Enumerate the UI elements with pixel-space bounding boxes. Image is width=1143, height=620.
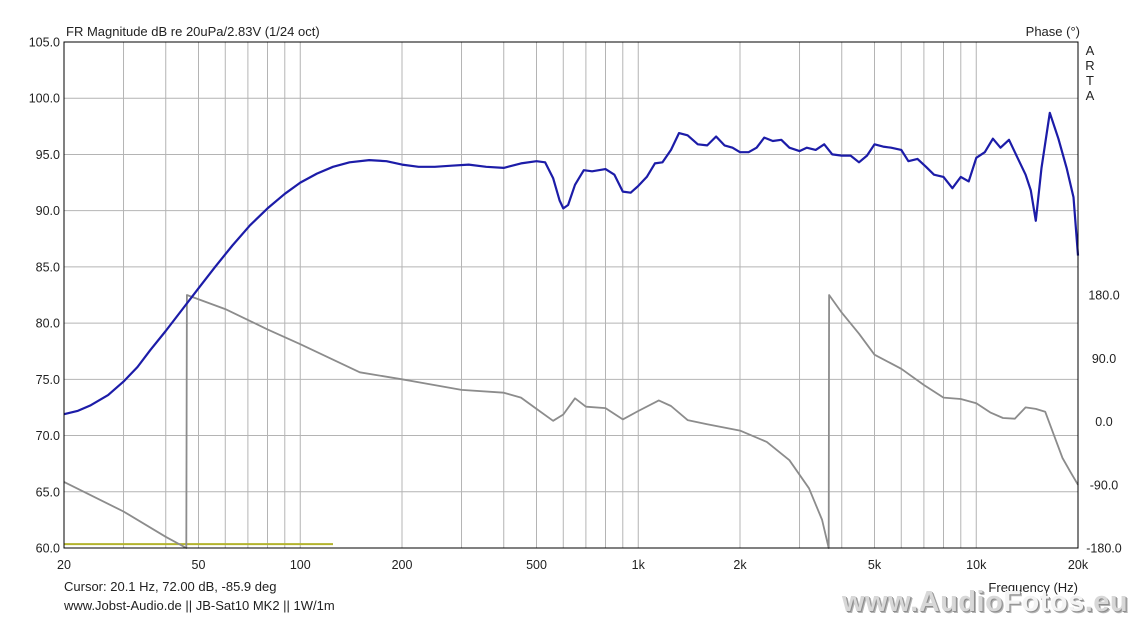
x-tick-label: 20k [1068, 558, 1089, 572]
brand-letter: A [1086, 43, 1095, 58]
x-tick-label: 10k [966, 558, 987, 572]
magnitude-curve [63, 111, 1080, 416]
brand-letter: A [1086, 88, 1095, 103]
watermark-prefix: www.Audio [842, 586, 1004, 618]
y-tick-label: 95.0 [36, 148, 60, 162]
x-tick-label: 50 [192, 558, 206, 572]
y-tick-label: 70.0 [36, 429, 60, 443]
y-tick-label: 75.0 [36, 373, 60, 387]
watermark-suffix: .eu [1084, 586, 1129, 618]
x-tick-label: 20 [57, 558, 71, 572]
x-tick-label: 5k [868, 558, 882, 572]
x-tick-label: 200 [392, 558, 413, 572]
x-tick-label: 2k [733, 558, 747, 572]
x-axis-label: Frequency (Hz) [988, 580, 1078, 595]
chart-curves [63, 111, 1080, 549]
y-tick-label: 85.0 [36, 260, 60, 274]
x-tick-labels: 20 50 100 200 500 1k 2k 5k 10k 20k [57, 558, 1089, 572]
chart-grid [64, 42, 1078, 548]
phase-tick-label: 90.0 [1092, 352, 1116, 366]
y-tick-label: 100.0 [29, 92, 60, 106]
phase-tick-label: -180.0 [1086, 542, 1121, 556]
y-tick-labels: 60.0 65.0 70.0 75.0 80.0 85.0 90.0 95.0 100.0 105… [29, 36, 60, 556]
phase-axis-title: Phase (°) [1026, 24, 1080, 39]
x-tick-label: 100 [290, 558, 311, 572]
y-tick-label: 60.0 [36, 542, 60, 556]
brand-letter: T [1086, 73, 1094, 88]
brand-letter: R [1085, 58, 1094, 73]
y-tick-label: 105.0 [29, 36, 60, 50]
x-tick-label: 500 [526, 558, 547, 572]
phase-tick-label: 0.0 [1095, 415, 1112, 429]
x-tick-label: 1k [632, 558, 646, 572]
chart-title: FR Magnitude dB re 20uPa/2.83V (1/24 oct… [66, 24, 320, 39]
phase-curve [63, 294, 1079, 549]
footer-caption: www.Jobst-Audio.de || JB-Sat10 MK2 || 1W… [64, 598, 335, 613]
phase-tick-labels: -180.0 -90.0 0.0 90.0 180.0 [1086, 289, 1121, 556]
cursor-readout: Cursor: 20.1 Hz, 72.00 dB, -85.9 deg [64, 579, 277, 594]
phase-tick-label: -90.0 [1090, 478, 1119, 492]
watermark-logo: www.AudioFotos.eu [842, 586, 1128, 619]
y-tick-label: 80.0 [36, 317, 60, 331]
phase-tick-label: 180.0 [1088, 289, 1119, 303]
plot-frame [63, 41, 1079, 549]
watermark-emphasis: Fotos [1003, 586, 1085, 618]
y-tick-label: 90.0 [36, 204, 60, 218]
y-tick-label: 65.0 [36, 485, 60, 499]
